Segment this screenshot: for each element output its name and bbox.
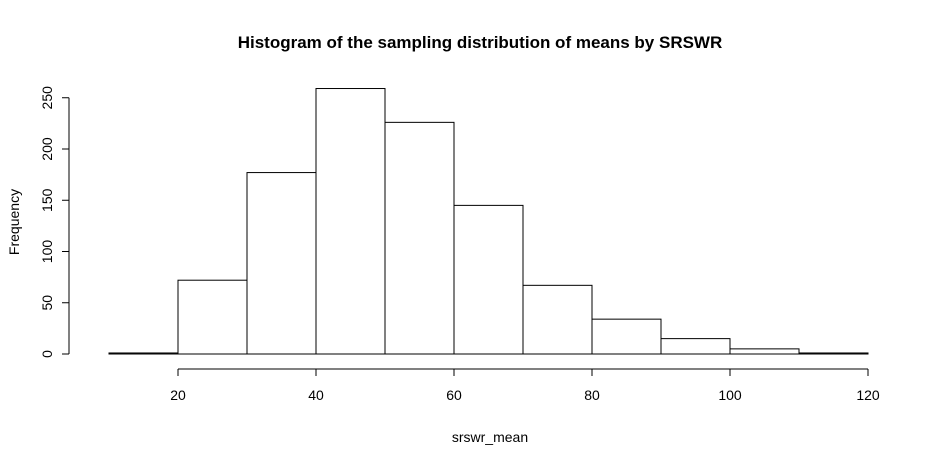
- y-tick-label: 100: [39, 240, 55, 264]
- y-tick-label: 250: [39, 86, 55, 110]
- y-axis-label: Frequency: [6, 189, 22, 255]
- histogram-bar-2: [246, 172, 317, 355]
- bars-layer: [108, 88, 869, 355]
- histogram-bar-0: [108, 352, 179, 355]
- histogram-bar-5: [453, 204, 524, 355]
- x-tick-label: 120: [856, 387, 880, 403]
- y-tick-label: 0: [39, 350, 55, 358]
- x-tick-label: 100: [718, 387, 742, 403]
- x-tick-label: 20: [170, 387, 186, 403]
- histogram-bar-6: [522, 284, 593, 355]
- histogram-bar-3: [315, 88, 386, 355]
- histogram-bar-8: [660, 338, 731, 355]
- chart-title: Histogram of the sampling distribution o…: [238, 33, 723, 52]
- y-tick-label: 200: [39, 137, 55, 161]
- y-tick-label: 50: [39, 295, 55, 311]
- x-tick-label: 60: [446, 387, 462, 403]
- histogram-bar-9: [729, 348, 800, 355]
- histogram-bar-7: [591, 318, 662, 355]
- x-axis-label: srswr_mean: [452, 429, 528, 445]
- histogram-bar-1: [177, 279, 248, 355]
- x-axis: 20 40 60 80 100 120: [170, 368, 880, 403]
- y-tick-label: 150: [39, 188, 55, 212]
- histogram-bar-4: [384, 121, 455, 355]
- x-tick-label: 80: [584, 387, 600, 403]
- y-axis: 0 50 100 150 200 250: [39, 86, 70, 358]
- histogram-bar-10: [798, 352, 869, 355]
- x-tick-label: 40: [308, 387, 324, 403]
